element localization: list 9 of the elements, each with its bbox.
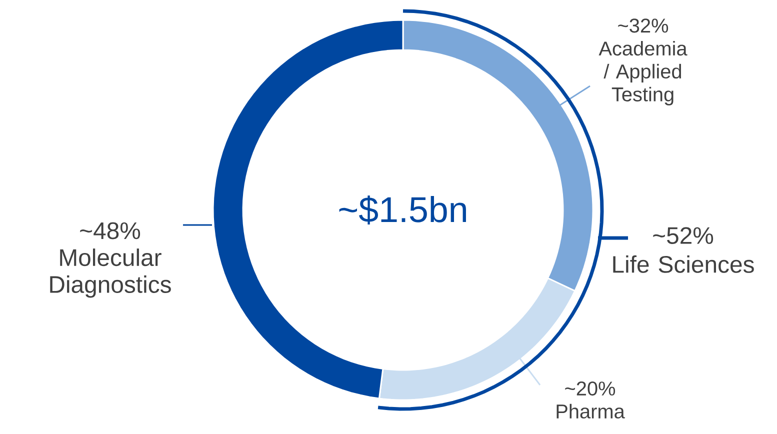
data-label: ~48%	[80, 222, 140, 240]
slice-label: Molecular Diagnostics	[50, 248, 171, 298]
text: ~$1.5bn	[339, 195, 466, 225]
text: Life Sciences	[613, 255, 754, 273]
text: ~52%	[653, 227, 714, 244]
slice-label: Academia / Applied Testing	[598, 40, 688, 106]
slice-label: Pharma	[556, 404, 625, 419]
data-label: ~20%	[565, 381, 616, 396]
data-label: ~32%	[618, 18, 668, 33]
